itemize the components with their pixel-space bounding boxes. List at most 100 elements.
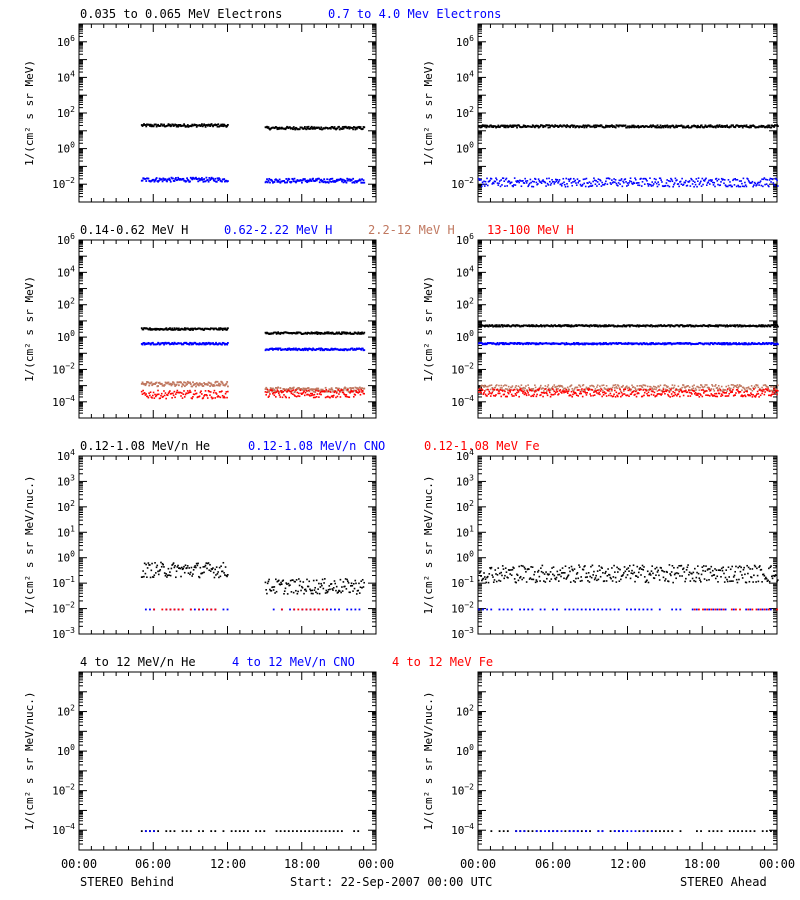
data-point bbox=[488, 390, 491, 393]
data-point bbox=[298, 392, 300, 395]
data-point bbox=[279, 387, 282, 389]
data-point bbox=[520, 384, 523, 386]
data-point bbox=[752, 394, 754, 396]
data-point bbox=[591, 342, 594, 345]
data-point bbox=[478, 391, 480, 393]
data-point bbox=[744, 343, 746, 346]
data-point bbox=[298, 386, 300, 389]
data-point bbox=[540, 324, 542, 326]
data-point bbox=[560, 183, 562, 186]
data-point bbox=[572, 393, 574, 396]
data-point bbox=[209, 382, 212, 385]
data-point bbox=[180, 342, 183, 345]
data-point bbox=[504, 124, 506, 127]
data-point bbox=[212, 328, 215, 331]
data-point bbox=[680, 124, 683, 127]
data-point bbox=[777, 343, 779, 346]
data-point bbox=[501, 324, 503, 326]
data-point bbox=[324, 127, 326, 130]
y-tick-label: 10−2 bbox=[52, 361, 75, 376]
data-point bbox=[610, 394, 612, 397]
data-point bbox=[362, 179, 365, 182]
data-point bbox=[277, 331, 280, 334]
data-point bbox=[315, 389, 317, 392]
data-point bbox=[286, 181, 288, 184]
data-point bbox=[670, 178, 673, 181]
data-point bbox=[667, 389, 670, 392]
data-point bbox=[721, 342, 724, 345]
data-point bbox=[771, 393, 773, 396]
data-point bbox=[656, 124, 659, 127]
data-point bbox=[496, 341, 499, 344]
data-point bbox=[553, 390, 556, 393]
data-point bbox=[505, 177, 508, 180]
data-point bbox=[742, 177, 745, 180]
data-point bbox=[588, 181, 591, 183]
data-point bbox=[217, 343, 220, 346]
data-point bbox=[608, 177, 611, 180]
data-point bbox=[311, 127, 314, 130]
data-point bbox=[283, 389, 286, 392]
data-point bbox=[714, 395, 717, 398]
data-point bbox=[679, 180, 682, 183]
data-point bbox=[284, 389, 287, 392]
data-point bbox=[722, 388, 725, 391]
data-point bbox=[518, 181, 520, 184]
data-point bbox=[163, 384, 166, 386]
data-point bbox=[209, 125, 211, 127]
data-point bbox=[744, 125, 747, 128]
data-point bbox=[336, 395, 339, 398]
data-point bbox=[593, 385, 595, 388]
y-tick-label: 106 bbox=[57, 232, 75, 247]
data-point bbox=[729, 389, 731, 392]
data-point bbox=[352, 177, 355, 180]
data-point bbox=[189, 383, 192, 385]
data-point bbox=[767, 386, 769, 389]
data-point bbox=[175, 123, 177, 126]
data-point bbox=[605, 124, 607, 127]
data-point bbox=[751, 341, 754, 344]
data-point bbox=[495, 394, 497, 396]
data-point bbox=[508, 388, 511, 390]
data-point bbox=[634, 393, 636, 396]
data-point bbox=[717, 183, 719, 186]
data-point bbox=[335, 392, 338, 394]
data-point bbox=[497, 392, 500, 395]
data-point bbox=[646, 179, 648, 182]
data-point bbox=[165, 327, 168, 330]
data-point bbox=[652, 394, 655, 396]
data-point bbox=[218, 328, 221, 331]
data-point bbox=[554, 391, 557, 394]
data-point bbox=[288, 178, 291, 181]
data-point bbox=[532, 395, 535, 398]
data-point bbox=[767, 124, 770, 127]
data-point bbox=[190, 177, 193, 180]
data-point bbox=[690, 389, 692, 391]
data-point bbox=[623, 324, 625, 327]
data-point bbox=[648, 394, 651, 397]
data-point bbox=[612, 395, 615, 397]
data-point bbox=[774, 184, 776, 187]
data-point bbox=[352, 128, 355, 131]
data-point bbox=[178, 384, 180, 387]
data-point bbox=[550, 343, 553, 346]
data-point bbox=[220, 123, 223, 126]
data-point bbox=[558, 179, 561, 181]
data-point bbox=[316, 333, 319, 335]
data-point bbox=[507, 392, 510, 395]
data-point bbox=[623, 393, 626, 395]
data-point bbox=[672, 391, 674, 393]
data-point bbox=[494, 324, 497, 327]
data-point bbox=[682, 125, 685, 128]
data-point bbox=[680, 183, 683, 186]
data-point bbox=[534, 178, 537, 181]
data-point bbox=[622, 384, 624, 387]
data-point bbox=[212, 391, 215, 394]
data-point bbox=[554, 386, 557, 388]
data-point bbox=[272, 349, 274, 351]
data-point bbox=[558, 390, 561, 392]
data-point bbox=[727, 342, 730, 345]
data-point bbox=[725, 385, 728, 388]
data-point bbox=[143, 343, 146, 346]
